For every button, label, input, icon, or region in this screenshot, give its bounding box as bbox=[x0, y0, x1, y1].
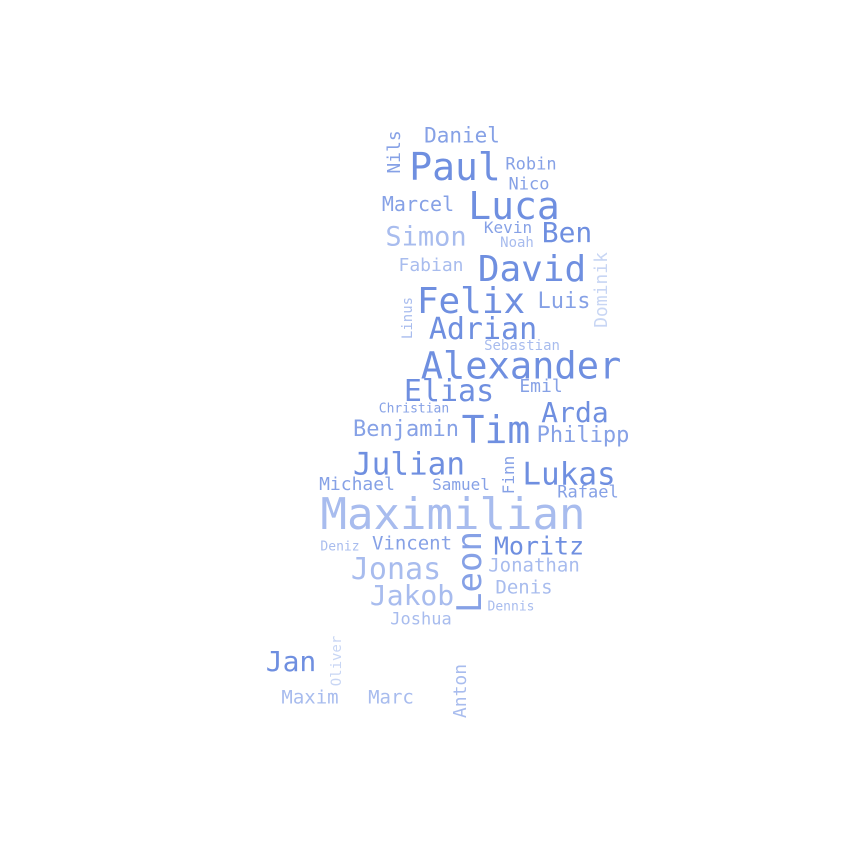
word-denis: Denis bbox=[495, 576, 553, 599]
word-marc: Marc bbox=[368, 686, 414, 709]
word-paul: Paul bbox=[409, 145, 501, 189]
word-rafael: Rafael bbox=[557, 482, 619, 503]
word-kevin: Kevin bbox=[483, 218, 533, 237]
word-luis: Luis bbox=[537, 289, 591, 314]
word-anton: Anton bbox=[450, 663, 471, 719]
word-alexander: Alexander bbox=[420, 344, 622, 388]
word-david: David bbox=[477, 249, 587, 290]
word-tim: Tim bbox=[461, 408, 531, 452]
word-lukas: Lukas bbox=[522, 456, 616, 493]
word-robin: Robin bbox=[505, 154, 557, 175]
word-linus: Linus bbox=[400, 296, 416, 340]
word-jan: Jan bbox=[265, 645, 317, 678]
word-daniel: Daniel bbox=[424, 123, 500, 148]
word-emil: Emil bbox=[519, 376, 563, 397]
word-samuel: Samuel bbox=[432, 475, 490, 494]
word-benjamin: Benjamin bbox=[353, 417, 459, 442]
word-deniz: Deniz bbox=[320, 539, 360, 555]
word-jonathan: Jonathan bbox=[488, 554, 580, 577]
word-julian: Julian bbox=[353, 446, 465, 483]
word-christian: Christian bbox=[378, 401, 450, 417]
word-philipp: Philipp bbox=[536, 423, 630, 448]
word-joshua: Joshua bbox=[390, 609, 452, 630]
word-ben: Ben bbox=[541, 216, 593, 249]
word-dominik: Dominik bbox=[591, 252, 612, 328]
word-jonas: Jonas bbox=[350, 552, 442, 587]
word-finn: Finn bbox=[499, 455, 518, 495]
word-dennis: Dennis bbox=[487, 599, 535, 615]
word-vincent: Vincent bbox=[371, 532, 453, 555]
word-michael: Michael bbox=[319, 474, 395, 495]
word-marcel: Marcel bbox=[381, 192, 455, 216]
word-oliver: Oliver bbox=[329, 635, 345, 687]
word-moritz: Moritz bbox=[493, 531, 585, 561]
word-arda: Arda bbox=[541, 396, 609, 429]
word-nico: Nico bbox=[508, 174, 550, 195]
word-nils: Nils bbox=[384, 130, 405, 174]
word-simon: Simon bbox=[385, 221, 467, 253]
word-felix: Felix bbox=[416, 281, 526, 322]
word-leon: Leon bbox=[450, 531, 490, 613]
word-elias: Elias bbox=[403, 374, 495, 409]
word-luca: Luca bbox=[468, 184, 560, 228]
word-maxim: Maxim bbox=[281, 686, 339, 709]
word-jakob: Jakob bbox=[369, 579, 455, 612]
word-maximilian: Maximilian bbox=[320, 489, 586, 540]
word-adrian: Adrian bbox=[428, 312, 538, 347]
word-fabian: Fabian bbox=[398, 255, 464, 276]
word-noah: Noah bbox=[500, 235, 534, 251]
word-sebastian: Sebastian bbox=[484, 338, 560, 354]
